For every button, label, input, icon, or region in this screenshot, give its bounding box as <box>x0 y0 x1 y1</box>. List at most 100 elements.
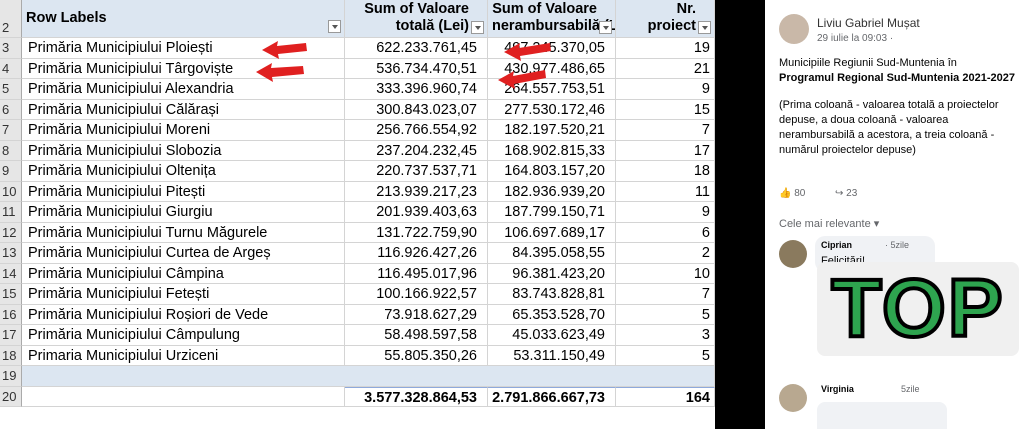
likes[interactable]: 👍 80 <box>779 188 806 199</box>
row-number: 5 <box>0 79 22 100</box>
label-cell: Primăria Municipiului Curtea de Argeș <box>22 243 345 264</box>
filter-button[interactable] <box>471 21 484 34</box>
label-cell: Primăria Municipiului Turnu Măgurele <box>22 222 345 243</box>
value-cell: 300.843.023,07 <box>345 99 488 120</box>
value-cell: 182.197.520,21 <box>488 120 616 141</box>
value-cell: 164.803.157,20 <box>488 161 616 182</box>
header-line: nerambursabilă (Lei <box>492 18 615 34</box>
header-line: Nr. <box>676 1 696 17</box>
label-cell: Primăria Municipiului Oltenița <box>22 161 345 182</box>
row-number: 2 <box>0 0 22 38</box>
total-cell: 3.577.328.864,53 <box>345 386 488 407</box>
value-cell: 201.939.403,63 <box>345 202 488 223</box>
likes-count: 80 <box>794 188 806 199</box>
value-cell: 53.311.150,49 <box>488 345 616 366</box>
row-number: 7 <box>0 120 22 141</box>
value-cell: 100.166.922,57 <box>345 284 488 305</box>
row-number: 12 <box>0 222 22 243</box>
sort[interactable]: Cele mai relevante ▾ <box>779 218 880 230</box>
commenter-avatar[interactable] <box>779 384 807 412</box>
post-text-2: (Prima coloană - valoarea totală a proie… <box>779 99 999 156</box>
comment-time: · 5zile <box>885 240 910 250</box>
row-number: 19 <box>0 366 22 387</box>
row-number: 9 <box>0 161 22 182</box>
header-line: totală (Lei) <box>395 18 469 34</box>
label-cell: Primăria Municipiului Moreni <box>22 120 345 141</box>
value-cell: 256.766.554,92 <box>345 120 488 141</box>
commenter-avatar[interactable] <box>779 240 807 268</box>
header-line: Sum of Valoare <box>364 1 469 17</box>
row-number: 6 <box>0 99 22 120</box>
value-cell: 131.722.759,90 <box>345 222 488 243</box>
value-cell: 106.697.689,17 <box>488 222 616 243</box>
value-cell: 2 <box>616 243 715 264</box>
value-cell: 96.381.423,20 <box>488 263 616 284</box>
label-cell: Primăria Municipiului Călărași <box>22 99 345 120</box>
value-cell: 168.902.815,33 <box>488 140 616 161</box>
value-cell: 333.396.960,74 <box>345 79 488 100</box>
value-cell: 237.204.232,45 <box>345 140 488 161</box>
row-number: 4 <box>0 58 22 79</box>
header-cell: Sum of Valoare totală (Lei) <box>345 0 488 38</box>
row-number: 16 <box>0 304 22 325</box>
value-cell: 10 <box>616 263 715 284</box>
value-cell: 9 <box>616 79 715 100</box>
row-number: 20 <box>0 386 22 407</box>
label-cell: Primăria Municipiului Ploiești <box>22 38 345 59</box>
label-cell: Primăria Municipiului Pitești <box>22 181 345 202</box>
value-cell: 187.799.150,71 <box>488 202 616 223</box>
filter-button[interactable] <box>599 21 612 34</box>
value-cell: 21 <box>616 58 715 79</box>
value-cell: 11 <box>616 181 715 202</box>
value-cell: 430.977.486,65 <box>488 58 616 79</box>
value-cell: 18 <box>616 161 715 182</box>
avatar[interactable] <box>779 14 809 44</box>
shares-count: 23 <box>846 188 858 199</box>
facebook-post: Liviu Gabriel Mușat 29 iulie la 09:03 · … <box>765 0 1024 429</box>
value-cell: 6 <box>616 222 715 243</box>
row-number: 18 <box>0 345 22 366</box>
blank-row <box>22 366 715 387</box>
value-cell: 55.805.350,26 <box>345 345 488 366</box>
comment-author[interactable]: Ciprian <box>821 240 853 250</box>
label-cell: Primăria Municipiului Alexandria <box>22 79 345 100</box>
header-cell: Row Labels <box>22 0 345 38</box>
value-cell: 5 <box>616 304 715 325</box>
value-cell: 15 <box>616 99 715 120</box>
value-cell: 7 <box>616 284 715 305</box>
comment-bubble <box>817 402 947 429</box>
sticker: TOP <box>817 261 1019 356</box>
value-cell: 19 <box>616 38 715 59</box>
value-cell: 7 <box>616 120 715 141</box>
value-cell: 84.395.058,55 <box>488 243 616 264</box>
value-cell: 65.353.528,70 <box>488 304 616 325</box>
label-cell: Primăria Municipiului Slobozia <box>22 140 345 161</box>
row-number: 13 <box>0 243 22 264</box>
date[interactable]: 29 iulie la 09:03 · <box>817 33 894 44</box>
spreadsheet: 2 3 4 5 6 7 8 9 10 11 12 13 14 15 16 17 18 19 20 Row Labels… <box>0 0 715 429</box>
shares[interactable]: ↪ 23 <box>835 188 858 199</box>
value-cell: 213.939.217,23 <box>345 181 488 202</box>
filter-button[interactable] <box>328 20 341 33</box>
row-number: 15 <box>0 284 22 305</box>
comment-author[interactable]: Virginia <box>821 384 854 394</box>
value-cell: 3 <box>616 325 715 346</box>
value-cell: 58.498.597,58 <box>345 325 488 346</box>
label-cell: Primăria Municipiului Câmpulung <box>22 325 345 346</box>
row-number: 11 <box>0 202 22 223</box>
value-cell: 9 <box>616 202 715 223</box>
value-cell: 116.495.017,96 <box>345 263 488 284</box>
author[interactable]: Liviu Gabriel Mușat <box>817 16 920 30</box>
comment-time: 5zile <box>901 384 920 394</box>
total-label <box>22 386 345 407</box>
value-cell: 45.033.623,49 <box>488 325 616 346</box>
row-number: 8 <box>0 140 22 161</box>
label-cell: Primăria Municipiului Fetești <box>22 284 345 305</box>
label-cell: Primăria Municipiului Roșiori de Vede <box>22 304 345 325</box>
value-cell: 5 <box>616 345 715 366</box>
filter-button[interactable] <box>698 21 711 34</box>
value-cell: 83.743.828,81 <box>488 284 616 305</box>
value-cell: 220.737.537,71 <box>345 161 488 182</box>
